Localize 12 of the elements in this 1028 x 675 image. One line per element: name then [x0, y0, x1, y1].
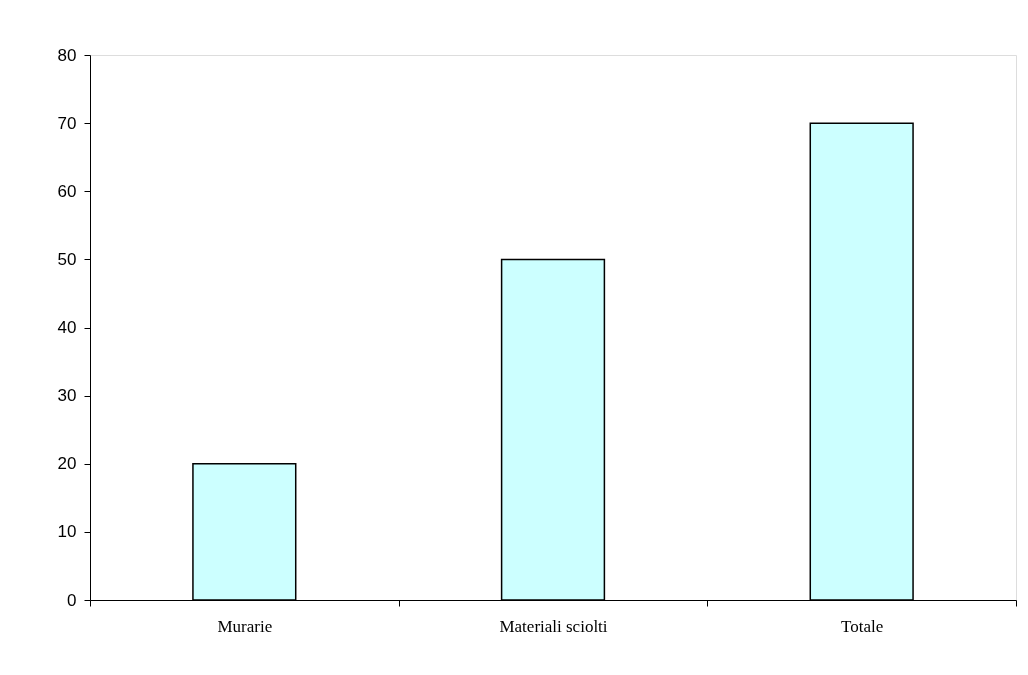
y-tick-label: 20	[57, 454, 77, 474]
x-tick-label: Materiali sciolti	[499, 616, 608, 636]
y-tick-label: 10	[57, 522, 77, 542]
y-tick-label: 70	[57, 113, 77, 133]
y-tick-label: 0	[67, 590, 77, 610]
y-tick-label: 60	[57, 181, 77, 201]
y-tick-label: 50	[57, 249, 77, 269]
x-tick-label: Totale	[841, 616, 884, 636]
y-tick-label: 30	[57, 386, 77, 406]
y-tick-label: 80	[57, 45, 77, 65]
y-tick-label: 40	[57, 318, 77, 337]
x-tick-label: Murarie	[217, 616, 273, 636]
